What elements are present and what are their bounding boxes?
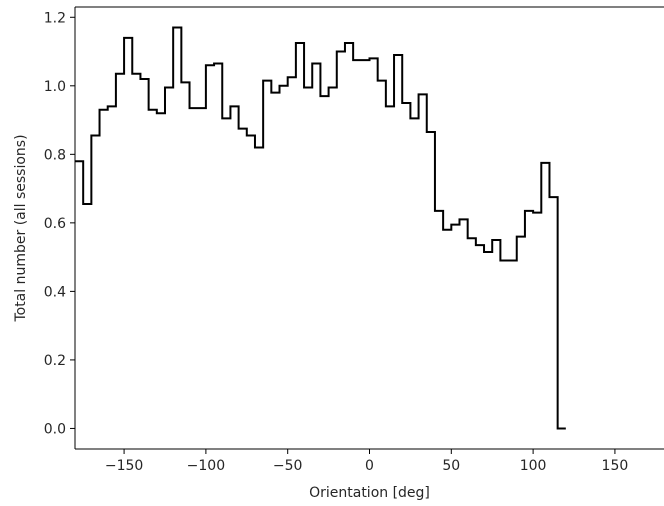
x-tick-label: 50: [442, 458, 460, 474]
y-axis-label: Total number (all sessions): [13, 134, 29, 322]
x-tick-label: 100: [520, 458, 547, 474]
y-tick-label: 0.8: [44, 147, 66, 163]
y-tick-label: 0.2: [44, 353, 66, 369]
x-tick-label: 0: [365, 458, 374, 474]
y-tick-label: 0.6: [44, 216, 66, 232]
y-tick-label: 1.0: [44, 79, 66, 95]
y-tick-label: 1.2: [44, 10, 66, 26]
histogram-step-line: [75, 26, 566, 430]
x-tick-label: 150: [602, 458, 629, 474]
plot-area: [74, 6, 664, 450]
y-axis-ticks: 0.0 0.2 0.4 0.6 0.8 1.0 1.2: [44, 10, 75, 437]
x-axis-ticks: −150 −100 −50 0 50 100 150: [105, 449, 628, 474]
x-tick-label: −150: [105, 458, 143, 474]
x-axis-label: Orientation [deg]: [309, 485, 430, 501]
y-tick-label: 0.4: [44, 284, 66, 300]
x-tick-label: −100: [187, 458, 225, 474]
y-tick-label: 0.0: [44, 421, 66, 437]
x-tick-label: −50: [273, 458, 303, 474]
